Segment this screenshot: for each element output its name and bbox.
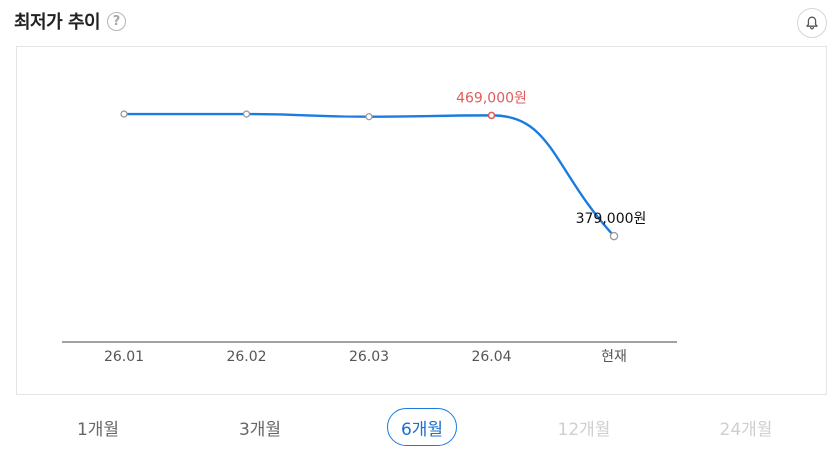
- data-point-1: [242, 110, 251, 118]
- data-point-2: [365, 113, 373, 121]
- chart-header: 최저가 추이 ?: [14, 6, 127, 36]
- tab-3-months[interactable]: 3개월: [238, 419, 282, 440]
- tab-24-months: 24개월: [719, 419, 773, 440]
- x-tick-label: 현재: [601, 349, 627, 365]
- price-annotation-0: 469,000원: [456, 90, 527, 106]
- period-tabs: 1개월 3개월 6개월 12개월 24개월: [0, 408, 840, 448]
- data-point-3: [487, 111, 496, 120]
- tab-12-months: 12개월: [557, 419, 611, 440]
- tab-1-month[interactable]: 1개월: [76, 419, 120, 440]
- tab-6-months[interactable]: 6개월: [387, 408, 457, 446]
- data-point-4: [609, 231, 619, 241]
- price-chart-svg: 26.01 26.02 26.03 26.04 현재 469,000원 379,000원: [62, 90, 677, 365]
- price-alert-button[interactable]: [797, 8, 827, 38]
- data-point-0: [120, 110, 128, 118]
- x-tick-label: 26.02: [226, 349, 266, 365]
- price-chart: 26.01 26.02 26.03 26.04 현재 469,000원 379,000원: [16, 46, 827, 395]
- x-tick-label: 26.01: [104, 349, 144, 365]
- bell-icon: [806, 16, 818, 30]
- x-tick-label: 26.04: [471, 349, 511, 365]
- x-tick-label: 26.03: [349, 349, 389, 365]
- help-icon[interactable]: ?: [107, 11, 127, 31]
- price-line: [122, 112, 616, 238]
- page-title: 최저가 추이: [14, 12, 101, 33]
- price-annotation-1: 379,000원: [576, 211, 647, 227]
